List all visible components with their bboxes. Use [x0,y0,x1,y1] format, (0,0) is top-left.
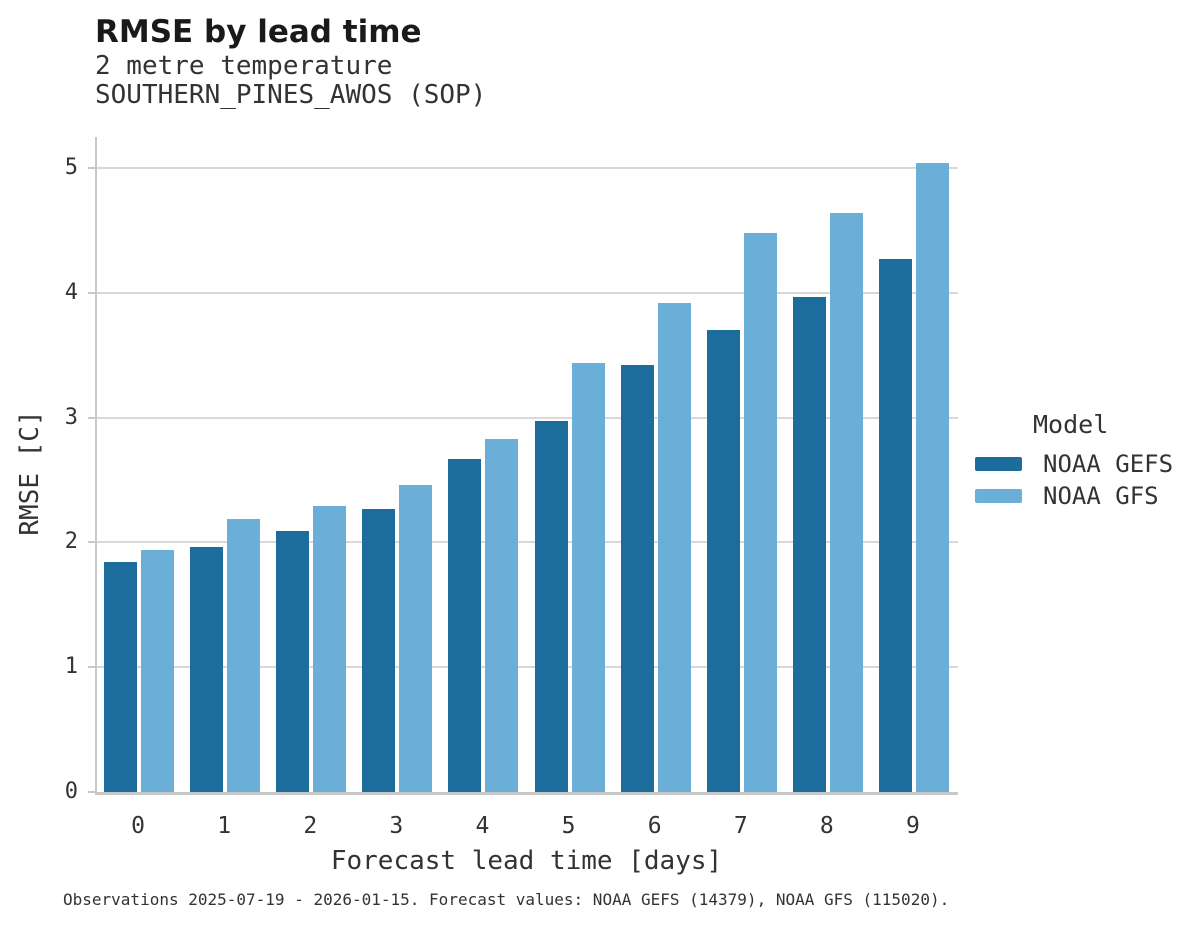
bar-noaa-gefs-lead-3 [362,508,396,792]
y-tick-0 [88,791,95,793]
bar-noaa-gfs-lead-3 [399,485,433,792]
chart-subtitle-station: SOUTHERN_PINES_AWOS (SOP) [95,80,487,110]
footer-caption: Observations 2025-07-19 - 2026-01-15. Fo… [63,890,950,909]
bar-noaa-gfs-lead-1 [227,518,261,792]
x-tick-label-3: 3 [389,813,404,839]
bar-noaa-gfs-lead-9 [915,163,949,792]
bar-noaa-gfs-lead-8 [829,213,863,792]
legend-title: Model [1033,410,1109,439]
x-tick-label-2: 2 [303,813,318,839]
bar-noaa-gefs-lead-2 [276,531,310,792]
y-axis-label: RMSE [C] [15,410,45,536]
y-tick-label-5: 5 [64,155,78,181]
x-tick-label-6: 6 [647,813,662,839]
legend-item-noaa-gfs: NOAA GFS [975,480,1173,512]
x-tick-label-4: 4 [475,813,490,839]
legend-item-label: NOAA GEFS [1043,450,1174,478]
x-tick-label-9: 9 [906,813,920,839]
legend-swatch-icon [975,489,1022,503]
x-axis-label: Forecast lead time [days] [330,846,723,876]
bar-noaa-gefs-lead-8 [792,296,826,792]
x-tick-label-5: 5 [561,813,576,839]
x-tick-label-7: 7 [733,813,748,839]
gridline-y-5 [97,167,958,170]
y-tick-label-3: 3 [64,404,78,430]
y-tick-label-1: 1 [64,654,78,680]
y-tick-5 [88,167,95,170]
chart-subtitle-variable: 2 metre temperature [95,51,393,81]
x-tick-label-8: 8 [819,813,834,839]
legend-swatch-icon [975,457,1022,471]
gridline-y-3 [97,416,958,419]
bar-noaa-gefs-lead-7 [706,330,740,792]
bar-noaa-gfs-lead-6 [657,302,691,792]
legend-item-label: NOAA GFS [1043,482,1159,510]
y-tick-label-4: 4 [64,279,78,305]
plot-area [88,137,958,795]
y-tick-label-2: 2 [64,529,78,555]
bar-noaa-gefs-lead-9 [878,259,912,792]
gridline-y-1 [97,666,958,669]
gridline-y-4 [97,291,958,294]
bar-noaa-gfs-lead-0 [141,549,174,792]
legend-item-noaa-gefs: NOAA GEFS [975,448,1173,480]
bar-noaa-gefs-lead-4 [448,458,482,792]
y-tick-3 [88,416,95,419]
bar-noaa-gefs-lead-0 [104,562,137,792]
x-tick-label-0: 0 [131,813,145,839]
y-tick-label-0: 0 [64,779,78,804]
bar-noaa-gfs-lead-5 [571,362,605,792]
chart-title: RMSE by lead time [95,14,422,50]
bar-noaa-gefs-lead-6 [620,365,654,792]
y-tick-4 [88,291,95,294]
y-tick-2 [88,541,95,544]
bar-noaa-gfs-lead-2 [313,506,347,792]
bar-noaa-gefs-lead-5 [534,421,568,792]
bar-noaa-gfs-lead-4 [485,438,519,792]
bar-noaa-gfs-lead-7 [743,233,777,792]
gridline-y-2 [97,541,958,544]
y-tick-1 [88,666,95,669]
x-tick-label-1: 1 [217,813,232,839]
bar-noaa-gefs-lead-1 [190,547,224,792]
legend: Model NOAA GEFS NOAA GFS [975,410,1173,512]
